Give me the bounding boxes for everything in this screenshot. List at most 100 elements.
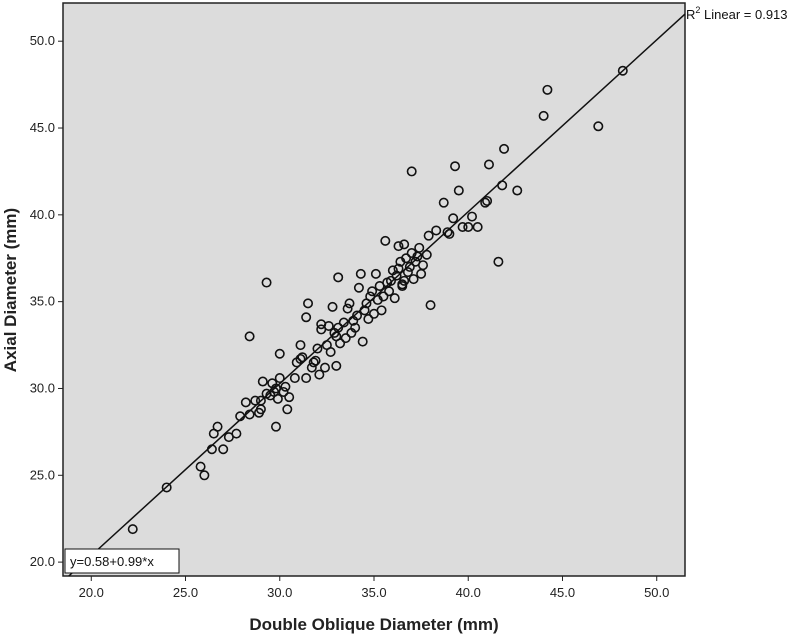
data-point: [421, 249, 432, 260]
data-point: [444, 228, 455, 239]
data-point: [399, 239, 410, 250]
data-point: [480, 197, 491, 208]
data-point: [308, 357, 319, 368]
data-point: [408, 274, 419, 285]
data-point: [414, 242, 425, 253]
data-point: [338, 317, 349, 328]
x-tick-label: 20.0: [79, 585, 104, 600]
data-point: [278, 386, 289, 397]
y-axis: 20.0 25.0 30.0 35.0 40.0 45.0 50.0: [30, 33, 63, 569]
data-point: [389, 293, 400, 304]
data-point: [404, 261, 415, 272]
x-tick-label: 35.0: [361, 585, 386, 600]
data-point: [355, 268, 366, 279]
data-point: [425, 300, 436, 311]
data-point: [438, 197, 449, 208]
x-tick-label: 40.0: [456, 585, 481, 600]
data-point: [284, 392, 295, 403]
data-point: [418, 260, 429, 271]
data-point: [617, 65, 628, 76]
data-point: [212, 421, 223, 432]
data-point: [359, 305, 370, 316]
data-point: [250, 395, 261, 406]
data-point: [310, 355, 321, 366]
data-point: [161, 482, 172, 493]
data-point: [325, 347, 336, 358]
data-point: [397, 281, 408, 292]
data-point: [450, 161, 461, 172]
data-point: [367, 286, 378, 297]
data-point: [378, 291, 389, 302]
data-point: [295, 353, 306, 364]
data-point: [301, 373, 312, 384]
x-tick-label: 50.0: [644, 585, 669, 600]
data-point: [352, 310, 363, 321]
data-points: [127, 65, 628, 535]
x-tick-label: 25.0: [173, 585, 198, 600]
data-point: [391, 270, 402, 281]
data-point: [261, 277, 272, 288]
data-point: [297, 352, 308, 363]
data-point: [538, 110, 549, 121]
data-point: [493, 256, 504, 267]
data-point: [301, 312, 312, 323]
data-point: [406, 166, 417, 177]
data-point: [463, 221, 474, 232]
data-point: [342, 303, 353, 314]
data-point: [319, 362, 330, 373]
data-point: [195, 461, 206, 472]
data-point: [303, 298, 314, 309]
data-point: [593, 121, 604, 132]
data-point: [295, 340, 306, 351]
data-point: [274, 373, 285, 384]
data-point: [399, 275, 410, 286]
data-point: [257, 376, 268, 387]
y-tick-label: 30.0: [30, 380, 55, 395]
y-axis-title: Axial Diameter (mm): [1, 208, 20, 372]
data-point: [312, 343, 323, 354]
data-point: [244, 409, 255, 420]
y-tick-label: 25.0: [30, 467, 55, 482]
y-tick-label: 35.0: [30, 294, 55, 309]
data-point: [353, 282, 364, 293]
data-point: [453, 185, 464, 196]
data-point: [393, 263, 404, 274]
data-point: [314, 369, 325, 380]
data-point: [255, 395, 266, 406]
data-point: [270, 421, 281, 432]
x-tick-label: 30.0: [267, 585, 292, 600]
data-point: [244, 331, 255, 342]
data-point: [206, 444, 217, 455]
data-point: [333, 272, 344, 283]
x-tick-label: 45.0: [550, 585, 575, 600]
data-point: [335, 338, 346, 349]
data-point: [289, 373, 300, 384]
data-point: [218, 444, 229, 455]
x-axis-title: Double Oblique Diameter (mm): [249, 615, 498, 634]
data-point: [235, 411, 246, 422]
data-point: [350, 322, 361, 333]
fit-equation: y=0.58+0.99*x: [70, 554, 154, 569]
data-point: [127, 524, 138, 535]
data-point: [384, 286, 395, 297]
data-point: [467, 211, 478, 222]
equation-box: [64, 548, 180, 574]
data-point: [499, 143, 510, 154]
data-point: [370, 268, 381, 279]
y-tick-label: 20.0: [30, 554, 55, 569]
data-point: [199, 470, 210, 481]
data-point: [448, 213, 459, 224]
data-point: [323, 320, 334, 331]
data-point: [385, 275, 396, 286]
data-point: [331, 360, 342, 371]
data-point: [482, 195, 493, 206]
data-point: [431, 225, 442, 236]
data-point: [363, 314, 374, 325]
data-point: [376, 305, 387, 316]
y-tick-label: 45.0: [30, 120, 55, 135]
data-point: [483, 159, 494, 170]
plot-area: [62, 2, 686, 577]
r-squared-label: R2 Linear = 0.913: [686, 5, 788, 22]
data-point: [457, 221, 468, 232]
